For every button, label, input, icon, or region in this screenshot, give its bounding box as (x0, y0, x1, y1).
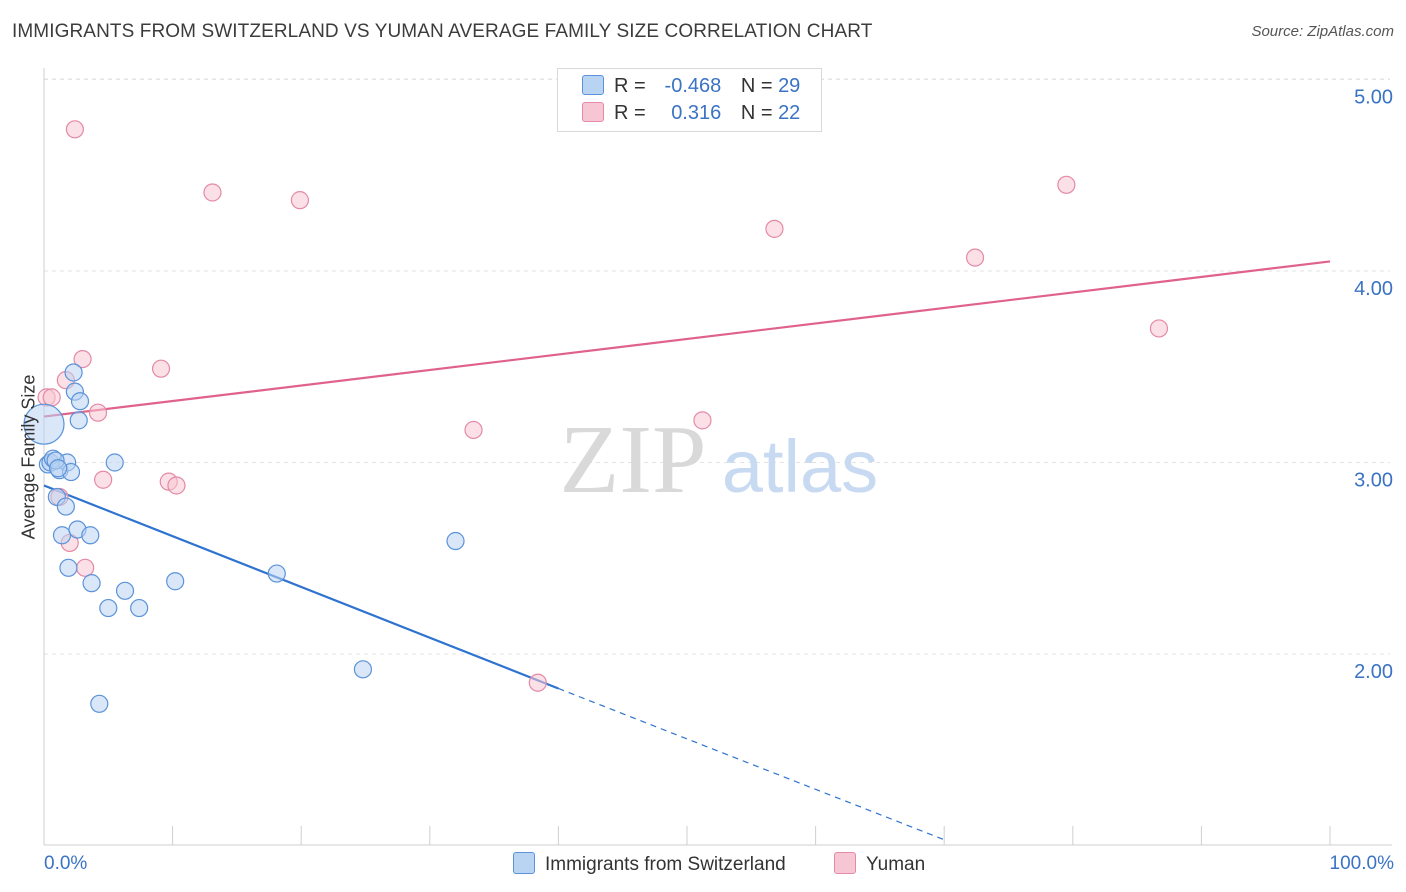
y-tick-label: 3.00 (1354, 470, 1393, 492)
legend-r-label: R = (614, 102, 646, 124)
watermark: ZIP atlas (560, 406, 879, 514)
data-point-switzerland (353, 660, 373, 679)
data-point-switzerland (99, 598, 118, 618)
correlation-legend: R = -0.468 N = 29 R = 0.316 N = 22 (557, 68, 822, 132)
data-point-switzerland (115, 581, 135, 600)
bottom-legend-label: Yuman (866, 854, 926, 875)
data-point-switzerland (90, 694, 109, 713)
data-point-yuman (73, 349, 92, 369)
data-point-yuman (88, 403, 108, 422)
data-point-yuman (42, 388, 61, 407)
trend-line-switzerland (43, 484, 559, 690)
data-point-yuman (151, 359, 171, 378)
x-tick-label: 100.0% (1330, 853, 1395, 874)
data-point-switzerland (130, 598, 149, 618)
data-point-switzerland (56, 497, 75, 516)
data-point-switzerland (166, 572, 185, 591)
legend-swatch-pink (582, 102, 604, 122)
bottom-legend-label: Immigrants from Switzerland (545, 854, 786, 875)
data-point-yuman (965, 248, 985, 267)
legend-n-value: 22 (778, 102, 801, 124)
axes (43, 68, 1392, 846)
data-points (23, 120, 1169, 713)
data-point-yuman (1057, 175, 1076, 194)
data-point-switzerland (70, 392, 90, 411)
trend-line-yuman (43, 260, 1331, 418)
legend-row-switzerland: R = -0.468 N = 29 (582, 75, 800, 99)
source-label: Source: ZipAtlas.com (1251, 23, 1394, 40)
legend-n-value: 29 (778, 75, 801, 97)
data-point-switzerland (81, 526, 100, 545)
data-point-yuman (693, 411, 712, 430)
x-tick-label: 0.0% (44, 853, 87, 874)
data-point-yuman (290, 191, 310, 210)
data-point-switzerland (267, 564, 286, 583)
data-point-yuman (76, 558, 95, 577)
data-point-switzerland (59, 558, 78, 577)
legend-r-value: -0.468 (664, 75, 722, 97)
trend-lines (43, 260, 1331, 841)
tick-labels: 2.00 3.00 4.00 5.00 0.0% 100.0% (44, 87, 1394, 875)
y-tick-label: 5.00 (1354, 87, 1393, 109)
data-point-yuman (65, 120, 84, 139)
data-point-yuman (167, 476, 186, 495)
legend-n-label: N = (740, 75, 773, 97)
y-tick-label: 2.00 (1354, 661, 1393, 683)
y-axis-label: Average Family Size (18, 374, 39, 540)
data-point-switzerland (23, 403, 65, 445)
data-point-yuman (765, 219, 784, 238)
data-point-switzerland (105, 453, 124, 472)
trend-line-switzerland-extension (558, 687, 945, 841)
data-point-switzerland (69, 411, 88, 430)
data-point-switzerland (52, 526, 72, 545)
legend-r-value: 0.316 (671, 102, 722, 124)
bottom-legend-yuman: Yuman (834, 852, 925, 876)
data-point-yuman (1149, 319, 1169, 338)
watermark-zip: ZIP (560, 406, 707, 514)
data-point-yuman (203, 183, 222, 202)
legend-r-label: R = (614, 75, 646, 97)
data-point-yuman (94, 470, 113, 489)
legend-row-yuman: R = 0.316 N = 22 (582, 102, 800, 126)
watermark-atlas: atlas (722, 425, 878, 508)
gridlines (44, 78, 1390, 655)
bottom-legend-switzerland: Immigrants from Switzerland (513, 852, 786, 876)
legend-n-label: N = (740, 102, 773, 124)
data-point-yuman (464, 420, 483, 440)
data-point-yuman (528, 673, 547, 692)
legend-swatch-blue (582, 75, 604, 95)
bottom-legend-swatch-blue (513, 852, 535, 874)
bottom-legend-swatch-pink (834, 852, 856, 874)
y-tick-label: 4.00 (1354, 278, 1393, 300)
data-point-switzerland (49, 459, 68, 478)
data-point-switzerland (82, 574, 101, 593)
data-point-switzerland (64, 363, 83, 382)
chart-title: IMMIGRANTS FROM SWITZERLAND VS YUMAN AVE… (12, 21, 873, 42)
data-point-switzerland (446, 531, 465, 551)
